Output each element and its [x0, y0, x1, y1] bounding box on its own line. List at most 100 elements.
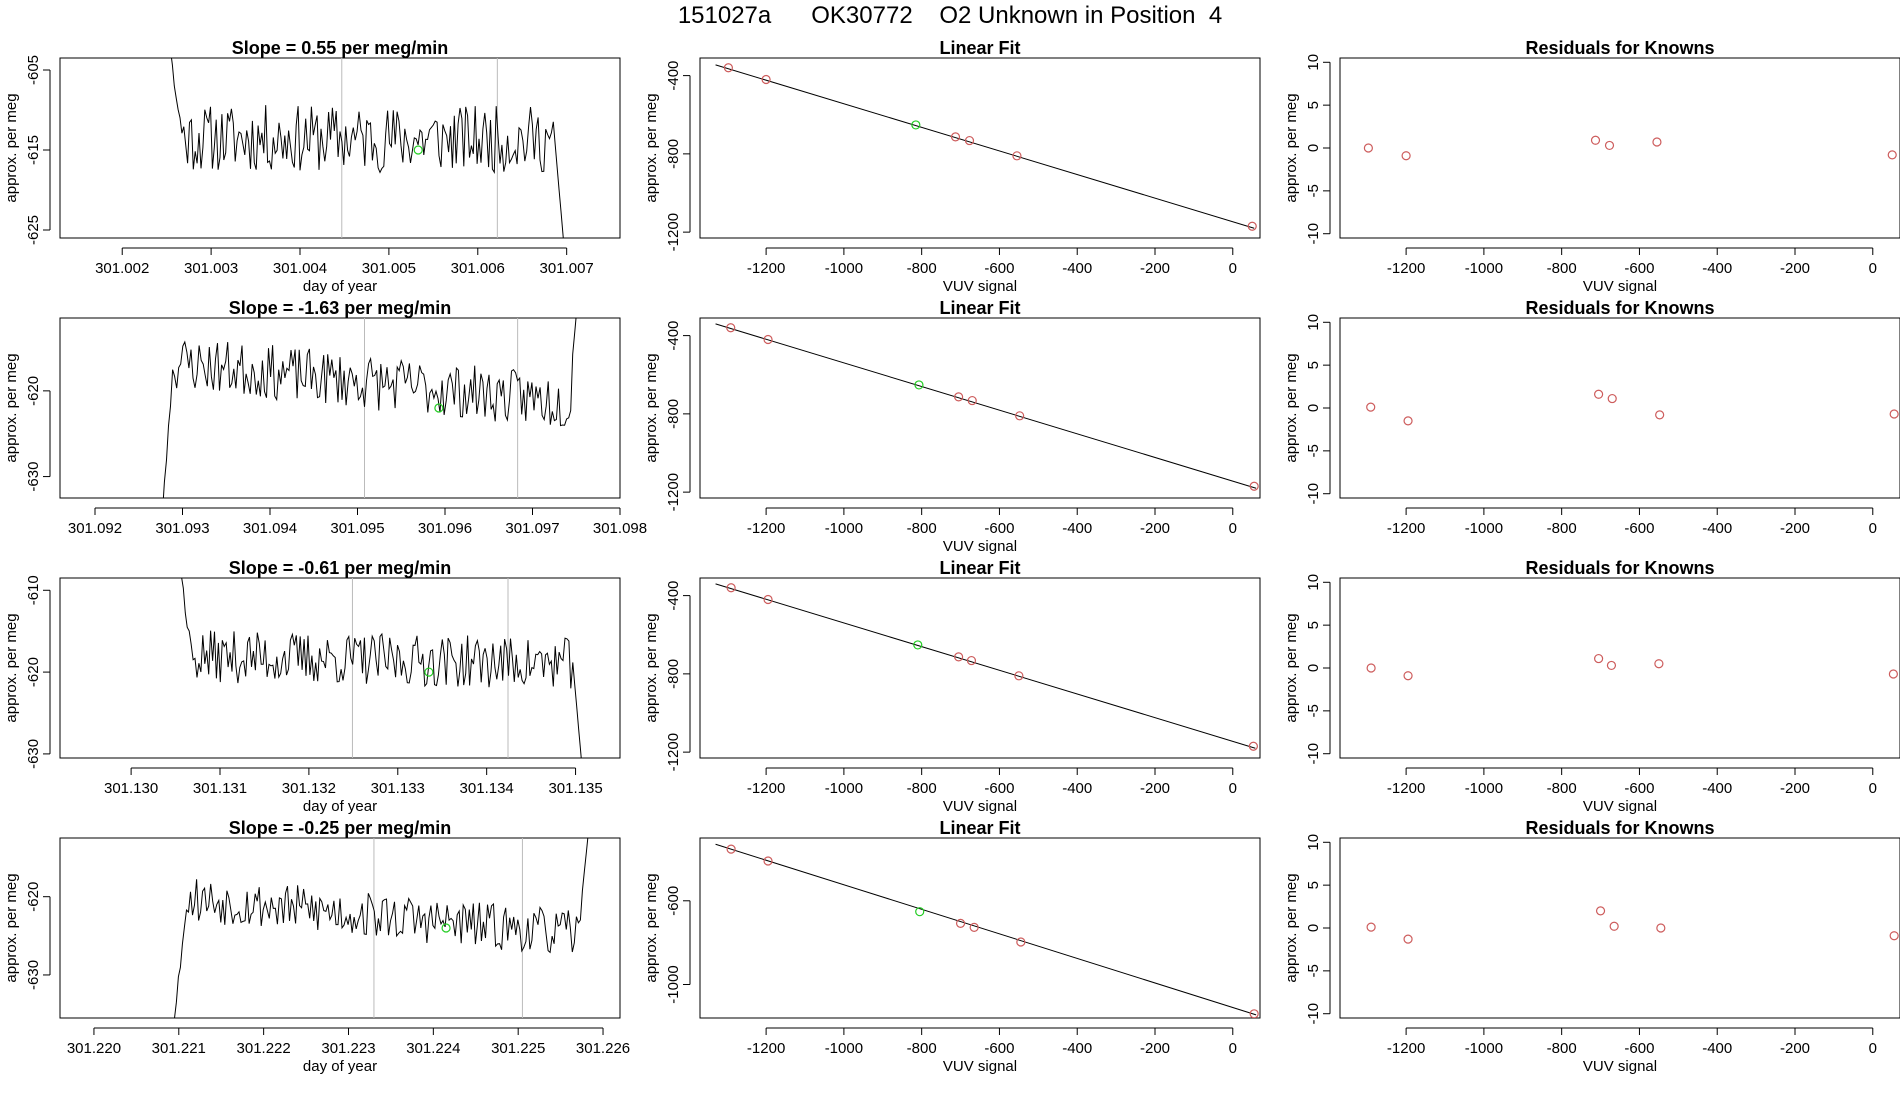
x-tick-label: 0 — [1869, 780, 1877, 797]
plot-area — [1366, 906, 1899, 944]
x-tick-label: 301.097 — [505, 520, 559, 537]
known-point — [763, 334, 773, 345]
x-tick-label: -800 — [907, 520, 937, 537]
known-point — [761, 74, 771, 85]
panel-title: Linear Fit — [939, 298, 1020, 318]
plot-area — [715, 843, 1259, 1018]
known-point — [1887, 150, 1897, 160]
known-point — [1889, 409, 1899, 419]
x-tick-label: 0 — [1869, 260, 1877, 277]
plot-area — [715, 63, 1257, 231]
x-tick-label: -800 — [1547, 520, 1577, 537]
x-tick-label: 301.007 — [540, 260, 594, 277]
x-tick-label: 301.223 — [321, 1040, 375, 1057]
x-tick-label: -1200 — [1387, 260, 1425, 277]
known-point — [1366, 402, 1376, 412]
known-point — [1604, 140, 1615, 151]
panel-title: Residuals for Knowns — [1525, 298, 1714, 318]
known-point — [967, 395, 977, 406]
x-tick-label: -600 — [1624, 1040, 1654, 1057]
panel-title: Linear Fit — [939, 38, 1020, 58]
known-point — [1655, 410, 1665, 420]
known-point — [1606, 660, 1617, 671]
x-tick-label: -1000 — [825, 520, 863, 537]
x-axis-label: VUV signal — [943, 1058, 1017, 1075]
panel-title: Slope = -1.63 per meg/min — [229, 298, 452, 318]
x-tick-label: 301.093 — [155, 520, 209, 537]
x-tick-label: -600 — [984, 260, 1014, 277]
y-tick-label: -630 — [25, 462, 42, 492]
x-tick-label: 301.226 — [576, 1040, 630, 1057]
y-axis-label: approx. per meg — [643, 873, 660, 982]
known-point — [1015, 411, 1025, 421]
known-point — [1248, 741, 1258, 751]
x-tick-label: -400 — [1702, 260, 1732, 277]
chart-panel-r3-fit: Linear Fit -1200 -1000 -800 -600 -400 -200 0 VUV… — [643, 558, 1261, 815]
chart-panel-r2-fit: Linear Fit -1200 -1000 -800 -600 -400 -200 0 VUV… — [643, 298, 1261, 555]
y-tick-label: -630 — [25, 960, 42, 990]
x-axis-label: day of year — [303, 1058, 377, 1075]
y-tick-label: -630 — [25, 739, 42, 769]
x-axis-label: day of year — [303, 798, 377, 815]
known-point — [763, 856, 773, 866]
panel-title: Linear Fit — [939, 558, 1020, 578]
chart-panel-r1-res: Residuals for Knowns-1200 -1000 -800 -600 -4… — [1283, 38, 1900, 295]
x-tick-label: -1000 — [1465, 780, 1503, 797]
y-tick-label: -5 — [1305, 444, 1322, 457]
y-tick-label: -400 — [665, 581, 682, 611]
chart-panel-r3-res: Residuals for Knowns-1200 -1000 -800 -600 -4… — [1283, 558, 1900, 815]
x-tick-label: -800 — [1547, 1040, 1577, 1057]
panel-title: Residuals for Knowns — [1525, 818, 1714, 838]
x-tick-label: 301.098 — [593, 520, 647, 537]
chart-panel-r4-ts: Slope = -0.25 per meg/min 301.220 301.221 3… — [3, 818, 630, 1075]
known-point — [1247, 221, 1257, 231]
y-tick-label: 5 — [1305, 361, 1322, 369]
y-axis-label: approx. per meg — [643, 93, 660, 202]
y-tick-label: -1200 — [665, 733, 682, 771]
y-tick-label: 0 — [1305, 404, 1322, 412]
x-tick-label: 301.135 — [548, 780, 602, 797]
plot-area — [715, 583, 1258, 751]
known-point — [964, 135, 975, 146]
plot-frame — [1339, 577, 1900, 759]
plot-frame — [699, 577, 1261, 759]
x-tick-label: -400 — [1062, 780, 1092, 797]
x-tick-label: -400 — [1062, 1040, 1092, 1057]
x-tick-label: -1000 — [825, 1040, 863, 1057]
x-tick-label: -1000 — [1465, 1040, 1503, 1057]
x-tick-label: 0 — [1229, 780, 1237, 797]
signal-trace — [162, 318, 577, 498]
plot-frame — [1339, 317, 1900, 499]
signal-trace — [170, 58, 564, 238]
y-axis-label: approx. per meg — [1283, 613, 1300, 722]
x-tick-label: -600 — [1624, 520, 1654, 537]
x-tick-label: -600 — [984, 520, 1014, 537]
x-tick-label: -200 — [1140, 520, 1170, 537]
plot-frame — [59, 837, 621, 1019]
x-tick-label: 301.224 — [406, 1040, 460, 1057]
known-point — [723, 63, 733, 73]
unknown-marker — [914, 380, 924, 390]
plot-frame — [59, 577, 621, 759]
fit-line — [715, 64, 1255, 229]
known-point — [1249, 1009, 1259, 1018]
x-tick-label: -200 — [1780, 520, 1810, 537]
known-point — [1366, 922, 1376, 932]
known-point — [1654, 659, 1664, 669]
x-tick-label: 301.004 — [273, 260, 327, 277]
y-tick-label: -10 — [1305, 1003, 1322, 1025]
known-point — [726, 323, 736, 333]
y-axis-label: approx. per meg — [643, 353, 660, 462]
x-tick-label: 301.130 — [104, 780, 158, 797]
signal-trace — [174, 838, 589, 1018]
x-tick-label: -600 — [984, 780, 1014, 797]
chart-panel-r4-res: Residuals for Knowns-1200 -1000 -800 -600 -4… — [1283, 818, 1900, 1075]
y-tick-label: 10 — [1305, 54, 1322, 71]
figure-title: 151027a OK30772 O2 Unknown in Position 4 — [677, 2, 1223, 29]
known-point — [726, 844, 736, 854]
plot-area — [181, 578, 582, 758]
x-tick-label: 301.132 — [282, 780, 336, 797]
y-tick-label: 0 — [1305, 924, 1322, 932]
known-point — [1607, 393, 1617, 404]
